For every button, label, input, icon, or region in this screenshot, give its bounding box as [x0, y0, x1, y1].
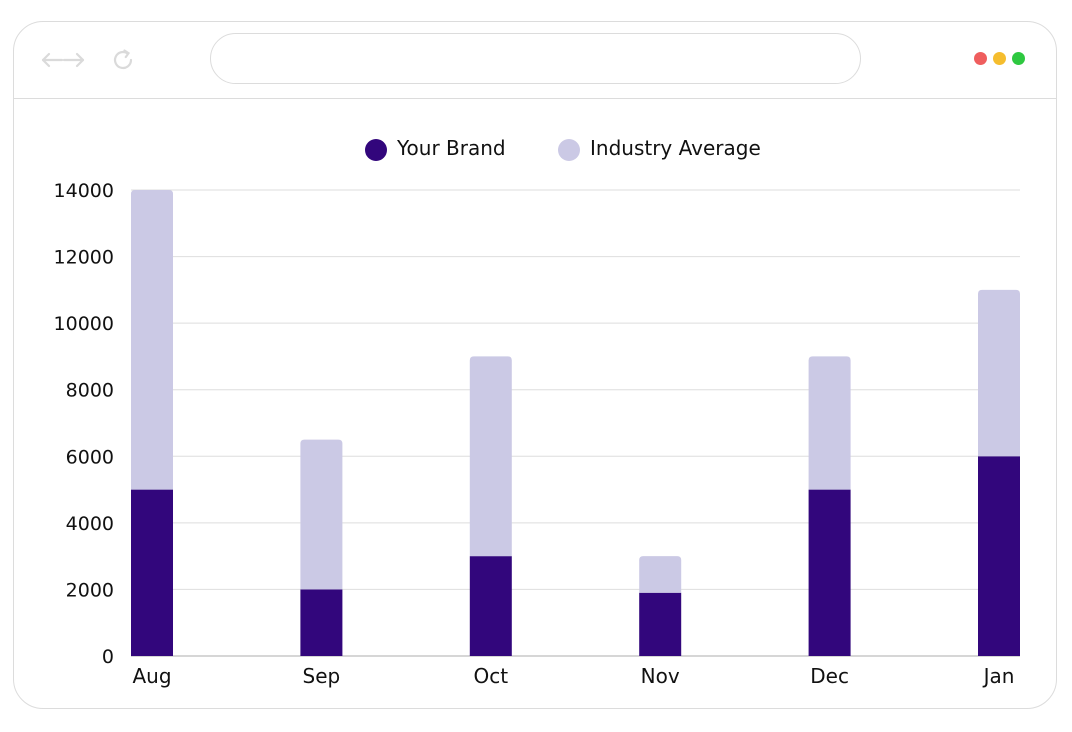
close-window-button[interactable]	[974, 52, 987, 65]
legend: Your Brand Industry Average	[365, 136, 761, 161]
reload-icon[interactable]	[110, 46, 136, 74]
window-controls	[972, 52, 1028, 66]
x-tick-label: Dec	[810, 664, 849, 688]
address-bar[interactable]	[210, 33, 861, 84]
bars	[131, 190, 1020, 656]
minimize-window-button[interactable]	[993, 52, 1006, 65]
back-forward-arrows-icon[interactable]	[40, 46, 86, 74]
x-tick-label: Jan	[982, 664, 1015, 688]
y-tick-label: 6000	[66, 446, 114, 468]
legend-label: Your Brand	[396, 136, 506, 160]
bar-industry-average-dec	[808, 356, 851, 490]
legend-swatch	[365, 139, 387, 161]
bar-your-brand-aug	[131, 489, 173, 656]
bar-stack-dec	[808, 356, 851, 656]
bar-industry-average-oct	[469, 356, 512, 557]
bar-industry-average-sep	[300, 439, 343, 590]
bar-your-brand-sep	[300, 589, 343, 656]
bar-stack-jan	[978, 289, 1020, 656]
grid-lines	[131, 189, 1020, 657]
bar-industry-average-jan	[978, 289, 1020, 457]
y-tick-label: 0	[102, 646, 114, 668]
bar-stack-oct	[469, 356, 512, 656]
browser-window	[13, 21, 1057, 709]
y-tick-label: 8000	[66, 380, 114, 402]
bar-your-brand-nov	[639, 592, 682, 656]
bar-industry-average-aug	[131, 190, 173, 490]
legend-item-industry-average: Industry Average	[558, 136, 761, 161]
y-tick-label: 12000	[54, 247, 114, 269]
bar-stack-nov	[639, 556, 682, 656]
x-tick-label: Nov	[641, 664, 680, 688]
y-tick-label: 10000	[54, 313, 114, 335]
legend-swatch	[558, 139, 580, 161]
browser-toolbar	[14, 22, 1056, 99]
maximize-window-button[interactable]	[1012, 52, 1025, 65]
x-tick-label: Oct	[474, 664, 509, 688]
x-axis-tick-labels: Aug Sep Oct Nov Dec Jan	[132, 664, 1014, 688]
legend-label: Industry Average	[590, 136, 761, 160]
bar-stack-sep	[300, 439, 343, 656]
x-tick-label: Sep	[303, 664, 341, 688]
y-tick-label: 4000	[66, 513, 114, 535]
bar-your-brand-oct	[469, 556, 512, 656]
y-tick-label: 14000	[54, 180, 114, 202]
bar-your-brand-dec	[808, 489, 851, 656]
y-tick-label: 2000	[66, 579, 114, 601]
bar-industry-average-nov	[639, 556, 682, 593]
bar-your-brand-jan	[978, 456, 1020, 656]
x-tick-label: Aug	[132, 664, 171, 688]
bar-stack-aug	[131, 190, 173, 656]
legend-item-your-brand: Your Brand	[365, 136, 506, 161]
y-axis-tick-labels: 0 2000 4000 6000 8000 10000 12000 14000	[54, 180, 114, 668]
